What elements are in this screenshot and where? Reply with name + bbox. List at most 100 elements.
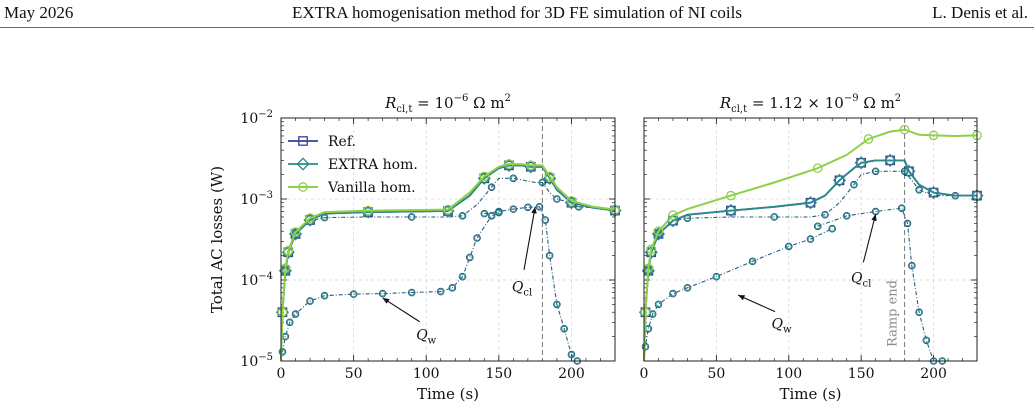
component-marker <box>488 213 495 219</box>
component-marker <box>409 214 415 220</box>
component-marker <box>509 174 518 183</box>
annotation-subscript: w <box>428 335 437 346</box>
title-subscript: cl,t <box>731 104 747 115</box>
component-marker <box>561 326 567 332</box>
series-marker <box>899 124 910 135</box>
component-marker <box>292 311 299 317</box>
component-marker <box>307 298 313 304</box>
component-marker <box>547 253 553 259</box>
component-marker <box>784 242 793 251</box>
component-marker <box>291 310 300 318</box>
component-marker <box>897 204 906 212</box>
component-marker <box>510 175 516 181</box>
component-marker <box>873 168 879 174</box>
series-marker <box>902 164 916 178</box>
y-tick-exponent: −5 <box>258 352 273 363</box>
chart-title: Rcl,t = 1.12 × 10−9 Ω m2 <box>719 93 901 115</box>
component-marker <box>509 205 518 213</box>
x-tick-label: 100 <box>775 366 802 382</box>
series-marker <box>525 160 536 171</box>
title-unit: Ω m <box>473 94 504 112</box>
component-marker <box>568 351 575 358</box>
annotation-arrowhead <box>531 206 537 214</box>
component-marker <box>458 272 467 281</box>
legend-marker <box>298 136 308 146</box>
component-marker <box>278 347 287 356</box>
series-marker <box>724 203 738 218</box>
annotation-arrowhead <box>382 297 390 304</box>
series-marker <box>443 204 453 215</box>
series-marker <box>834 175 845 186</box>
component-marker <box>541 216 550 224</box>
component-curve-q-cl <box>643 170 977 362</box>
component-marker <box>351 291 357 297</box>
series-marker <box>854 156 868 170</box>
x-tick-label: 150 <box>485 366 512 382</box>
component-marker <box>922 336 931 345</box>
series-marker <box>832 173 847 187</box>
series-marker <box>904 166 914 177</box>
annotation-symbol: Q <box>416 327 428 343</box>
annotation-label: Qw <box>416 327 436 346</box>
title-exponent: −6 <box>454 93 469 104</box>
series-marker <box>928 130 939 141</box>
component-marker <box>712 272 721 281</box>
series-line-ref <box>643 159 977 362</box>
series-line-vanilla-hom <box>280 163 616 362</box>
component-marker <box>536 204 543 210</box>
component-marker <box>545 251 554 260</box>
series-marker <box>668 210 678 221</box>
annotation-label: Qcl <box>851 271 871 290</box>
component-marker <box>474 235 480 241</box>
legend-label: Vanilla hom. <box>327 180 416 196</box>
component-marker <box>923 337 929 343</box>
annotation-arrow <box>737 294 776 313</box>
component-marker <box>465 253 474 262</box>
title-exponent: −9 <box>844 93 859 104</box>
title-unit-exponent: 2 <box>895 93 901 104</box>
series-marker <box>479 171 490 182</box>
y-tick-base: 10 <box>240 192 258 208</box>
series-marker <box>305 213 315 224</box>
annotation-symbol: Q <box>512 280 524 296</box>
component-marker <box>806 235 815 243</box>
series-marker <box>863 134 874 144</box>
component-marker <box>495 208 503 217</box>
y-tick-base: 10 <box>240 354 258 370</box>
component-marker <box>285 318 294 327</box>
x-tick-label: 200 <box>558 366 585 382</box>
component-marker <box>409 289 415 296</box>
y-tick-exponent: −2 <box>258 109 273 120</box>
component-marker <box>807 236 814 242</box>
plot-frame <box>643 117 978 362</box>
component-marker <box>459 274 466 280</box>
component-marker <box>510 206 516 212</box>
component-marker <box>813 222 822 231</box>
x-tick-label: 0 <box>640 366 649 382</box>
component-marker <box>873 208 879 215</box>
component-marker <box>916 187 922 193</box>
series-marker <box>363 205 373 216</box>
x-axis-label: Time (s) <box>417 385 479 403</box>
series-line-vanilla-hom <box>643 128 978 362</box>
component-marker <box>525 204 531 210</box>
component-marker <box>748 257 757 266</box>
component-marker <box>539 179 545 186</box>
component-marker <box>822 212 828 218</box>
annotation-arrowhead <box>738 295 746 301</box>
y-tick-exponent: −4 <box>258 271 273 282</box>
component-marker <box>842 212 851 220</box>
component-marker <box>542 217 548 223</box>
component-curve-q-w <box>280 212 500 362</box>
component-marker <box>535 203 544 211</box>
component-marker <box>650 311 656 317</box>
series-marker <box>283 245 294 256</box>
component-marker <box>553 300 561 309</box>
component-marker <box>436 287 445 296</box>
component-marker <box>871 167 880 176</box>
y-tick-label: 10−2 <box>240 109 273 127</box>
component-marker <box>553 195 561 203</box>
component-marker <box>321 293 328 299</box>
series-marker <box>653 226 664 237</box>
x-tick-label: 50 <box>707 366 725 382</box>
